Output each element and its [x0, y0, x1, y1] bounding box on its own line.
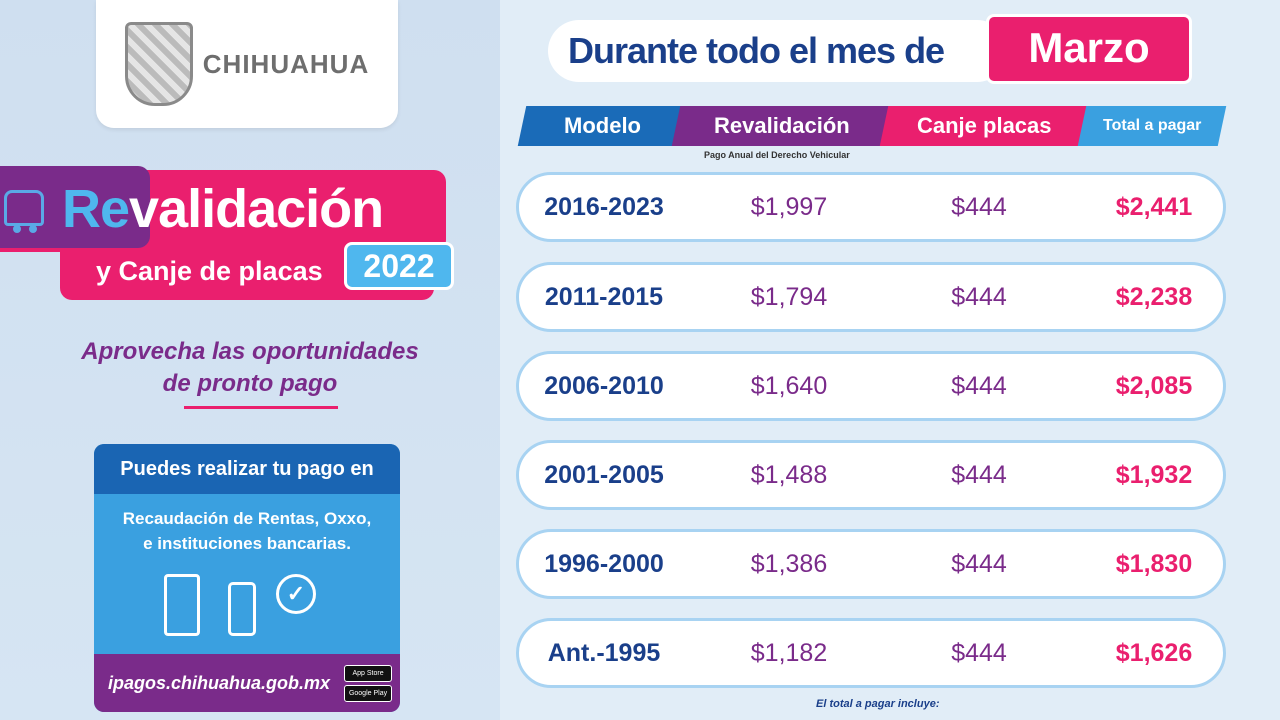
tagline-line2: de pronto pago [162, 370, 338, 397]
payment-body: Recaudación de Rentas, Oxxo, e instituci… [94, 494, 400, 556]
car-icon [4, 190, 44, 233]
cell-revalidacion: $1,386 [750, 550, 828, 578]
month-badge: Marzo [986, 14, 1192, 84]
table-row: 2011-2015 $1,794 $444 $2,238 [516, 262, 1226, 332]
payment-heading: Puedes realizar tu pago en [94, 444, 400, 494]
cell-canje: $444 [951, 550, 1007, 578]
title-accent: Re [62, 179, 130, 239]
check-circle-icon: ✓ [276, 574, 316, 614]
cell-modelo: 2001-2005 [544, 461, 664, 489]
cell-canje: $444 [951, 193, 1007, 221]
payment-url[interactable]: ipagos.chihuahua.gob.mx [108, 672, 331, 693]
google-play-badge[interactable]: Google Play [344, 684, 393, 702]
payment-line2: e instituciones bancarias. [143, 534, 351, 553]
cell-canje: $444 [951, 283, 1007, 311]
cell-revalidacion: $1,794 [750, 283, 828, 311]
logo-text: CHIHUAHUA [202, 48, 370, 79]
cell-total: $2,085 [1115, 372, 1193, 400]
col-header-total: Total a pagar [1077, 106, 1227, 146]
col-header-total-label: Total a pagar [1102, 117, 1202, 134]
coat-of-arms-icon [124, 22, 193, 106]
cell-modelo: 2016-2023 [544, 193, 664, 221]
cell-revalidacion: $1,182 [750, 639, 828, 667]
table-row: 1996-2000 $1,386 $444 $1,830 [516, 529, 1226, 599]
header-pill [548, 20, 1008, 82]
payment-footer: ipagos.chihuahua.gob.mx App Store Google… [94, 654, 400, 712]
app-store-badge[interactable]: App Store [344, 664, 393, 682]
phone-payment-icon [228, 582, 256, 636]
store-badges: App Store Google Play [344, 664, 393, 702]
cell-canje: $444 [951, 372, 1007, 400]
banner-accent [0, 166, 150, 248]
cell-total: $2,441 [1115, 193, 1193, 221]
banner-title: Revalidación [62, 178, 384, 240]
payment-line1: Recaudación de Rentas, Oxxo, [122, 509, 372, 528]
table-row: 2001-2005 $1,488 $444 $1,932 [516, 440, 1226, 510]
col-header-revalidacion-label: Revalidación [714, 113, 850, 138]
table-row: 2016-2023 $1,997 $444 $2,441 [516, 172, 1226, 242]
cell-revalidacion: $1,640 [750, 372, 828, 400]
cell-total: $1,932 [1115, 461, 1193, 489]
cell-canje: $444 [951, 639, 1007, 667]
header-text: Durante todo el mes de [568, 30, 945, 71]
payment-box: Puedes realizar tu pago en Recaudación d… [94, 444, 400, 712]
cell-modelo: Ant.-1995 [547, 639, 661, 667]
title-rest: validación [129, 179, 384, 239]
cell-modelo: 2006-2010 [544, 372, 664, 400]
table-row: Ant.-1995 $1,182 $444 $1,626 [516, 618, 1226, 688]
footer-note: El total a pagar incluye: [816, 698, 940, 710]
col-header-canje: Canje placas [879, 106, 1089, 146]
tagline-line1: Aprovecha las oportunidades [81, 338, 419, 365]
col-header-canje-label: Canje placas [916, 113, 1052, 138]
banner-subtitle: y Canje de placas [96, 256, 323, 286]
cell-canje: $444 [951, 461, 1007, 489]
col-header-modelo: Modelo [517, 106, 687, 146]
cell-total: $2,238 [1115, 283, 1193, 311]
cell-total: $1,626 [1115, 639, 1193, 667]
table-row: 2006-2010 $1,640 $444 $2,085 [516, 351, 1226, 421]
cell-revalidacion: $1,997 [750, 193, 828, 221]
cell-total: $1,830 [1115, 550, 1193, 578]
card-terminal-icon [164, 574, 200, 636]
cell-modelo: 2011-2015 [544, 283, 664, 311]
col-header-modelo-label: Modelo [563, 113, 641, 138]
tagline-underline [184, 406, 338, 409]
logo-card: CHIHUAHUA [96, 0, 398, 128]
payment-icons: ✓ [164, 574, 334, 644]
revalidacion-note: Pago Anual del Derecho Vehicular [704, 150, 850, 160]
year-badge: 2022 [344, 242, 454, 290]
col-header-revalidacion: Revalidación [671, 106, 893, 146]
cell-revalidacion: $1,488 [750, 461, 828, 489]
cell-modelo: 1996-2000 [544, 550, 664, 578]
tagline: Aprovecha las oportunidades de pronto pa… [40, 336, 460, 400]
